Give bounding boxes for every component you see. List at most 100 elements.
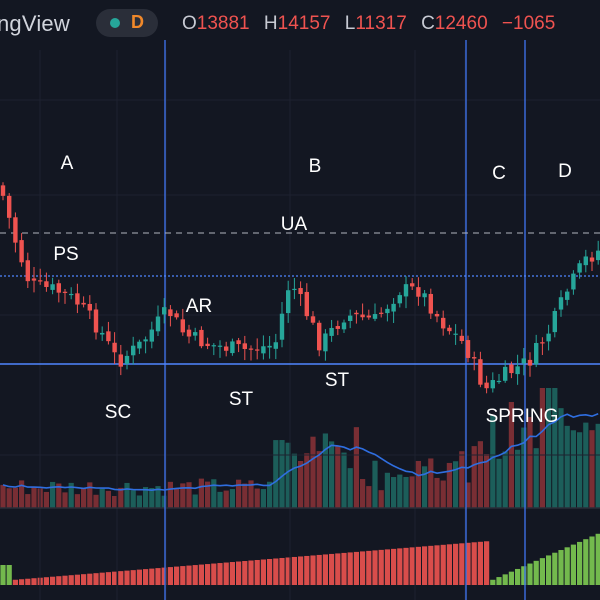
candle-body [273,342,278,349]
oscillator-bar [329,553,335,585]
oscillator-bar [279,557,285,585]
volume-bar [316,451,322,508]
candle [540,337,545,355]
candle-body [484,382,489,389]
candle-body [131,345,136,356]
candle [81,296,86,308]
candle [44,272,49,292]
candle-body [527,359,533,366]
oscillator-bar [310,555,316,585]
volume-bar [546,388,552,508]
candle-body [56,283,61,293]
volume-bar [205,481,211,508]
phase-lines [0,40,600,600]
candle [503,360,508,383]
oscillator-bar [446,544,452,585]
candle [323,329,328,361]
open-value: 13881 [196,13,250,34]
oscillator-bar [496,577,502,585]
candle [143,336,148,354]
volume-bar [428,458,434,508]
candle-body [162,307,167,315]
oscillator-bar [372,550,378,585]
candle-body [19,240,24,263]
candle-body [87,303,92,311]
candle-body [7,195,12,218]
phase-c-label: C [492,163,506,184]
volume-bar [577,432,583,508]
candle-body [385,308,390,314]
oscillator-bar [229,562,235,585]
oscillator-bar [118,571,124,585]
candle-body [571,273,576,290]
volume-bar [409,476,415,508]
candle [118,344,123,376]
volume-bar [558,408,564,508]
volume-bar [81,487,87,508]
volume-bar [25,494,31,508]
candle-body [434,313,440,317]
candle-body [205,343,210,347]
volume-bar [285,442,291,508]
oscillator-bar [81,574,87,585]
candle-body [69,293,74,296]
candle [211,343,216,356]
candle-body [304,291,309,317]
volume-bar [539,388,545,508]
candle [267,335,272,359]
volume-bar [564,425,570,508]
volume-bar [440,480,446,508]
oscillator-bar [105,572,111,585]
oscillator-bar [484,541,490,585]
candle [292,278,297,300]
candle [180,308,185,336]
interval-selector[interactable]: D [96,9,158,37]
volume-bar [496,458,502,508]
candle-body [589,257,595,262]
candle [496,373,502,384]
candle-body [552,311,557,333]
candle [354,310,359,324]
candle [596,240,600,265]
oscillator-bar [192,565,198,585]
volume-bar [161,495,167,508]
candle [577,260,582,279]
volume-bar [595,423,600,508]
candle [515,354,520,385]
candle [242,335,247,361]
oscillator-bar [415,546,421,585]
volume-bar [254,488,260,508]
candle [379,307,384,318]
oscillator-bar [174,566,180,585]
candle [583,249,588,273]
candle-body [149,329,154,342]
volume-bar [12,487,18,508]
volume-bar [515,449,521,508]
volume-bar [583,422,589,508]
candle [279,301,285,348]
oscillator-bar [546,555,552,585]
volume-bar [453,461,459,508]
oscillator-bar [564,547,570,585]
candle-body [360,314,365,318]
candle-body [453,333,458,335]
volume-bar [248,480,254,508]
volume-bar [490,415,496,508]
candle-body [391,303,396,312]
candle [422,290,427,307]
candle-body [242,343,247,350]
oscillator-bar [570,544,576,585]
volume-bar [502,451,508,508]
volume-bar [118,487,124,508]
oscillator-bar [43,577,49,585]
candle [534,334,539,368]
close-label: C [421,13,435,34]
volume-bar [198,478,204,508]
candle-body [503,366,508,381]
candle [546,324,551,351]
change-value: −1065 [501,13,556,34]
candle [62,288,68,304]
candle [335,320,340,336]
ohlc-readout: O13881 H14157 L11317 C12460 −1065 [182,13,564,35]
